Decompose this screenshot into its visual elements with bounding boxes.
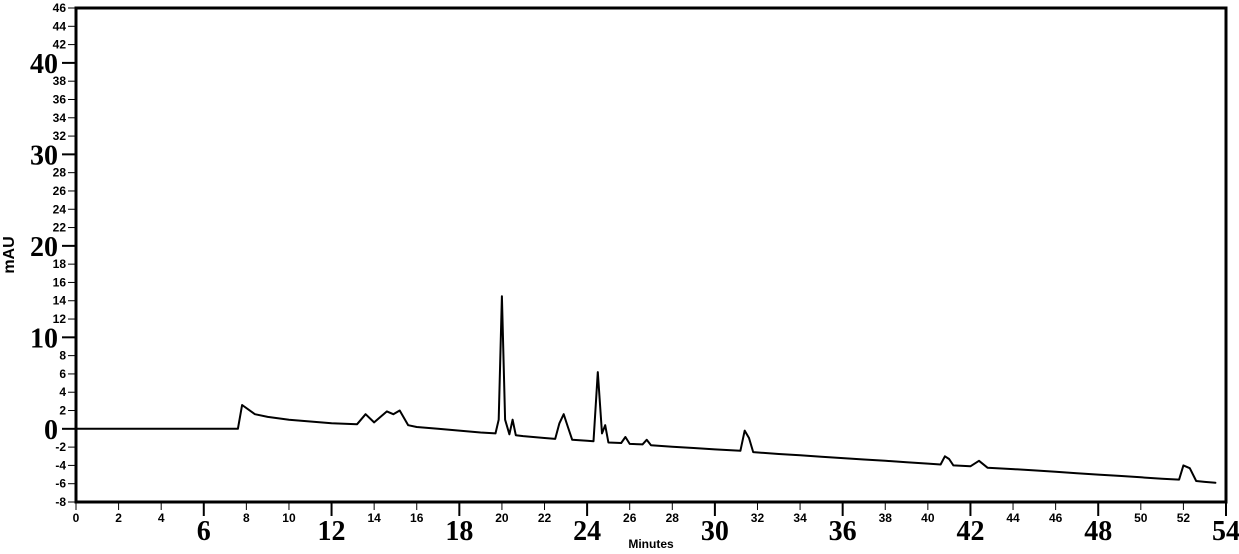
- y-tick-label-minor: 14: [53, 294, 67, 308]
- x-tick-label-major: 36: [829, 516, 857, 547]
- y-tick-label-minor: 44: [53, 19, 67, 33]
- y-tick-label-minor: 46: [53, 1, 67, 15]
- x-tick-label-minor: 4: [158, 511, 165, 525]
- x-tick-label-minor: 38: [879, 511, 893, 525]
- chromatogram-figure: { "chart": { "type": "line", "background…: [0, 0, 1239, 554]
- x-tick-label-minor: 44: [1006, 511, 1020, 525]
- x-tick-label-major: 42: [956, 516, 984, 547]
- x-tick-label-minor: 40: [921, 511, 935, 525]
- x-tick-label-major: 18: [445, 516, 473, 547]
- y-tick-label-minor: 24: [53, 202, 67, 216]
- x-tick-label-minor: 8: [243, 511, 250, 525]
- y-tick-label-minor: 36: [53, 92, 67, 106]
- x-tick-label-minor: 34: [793, 511, 807, 525]
- x-tick-label-minor: 46: [1049, 511, 1063, 525]
- x-tick-label-major: 54: [1212, 516, 1239, 547]
- x-axis-label: Minutes: [628, 537, 674, 551]
- chromatogram-svg: -8-6-4-224681214161822242628323436384244…: [0, 0, 1239, 554]
- x-tick-label-minor: 0: [73, 511, 80, 525]
- x-tick-label-major: 30: [701, 516, 729, 547]
- x-tick-label-major: 6: [197, 516, 211, 547]
- y-tick-label-major: 10: [30, 323, 58, 354]
- x-tick-label-minor: 20: [495, 511, 509, 525]
- plot-frame: [76, 8, 1226, 502]
- x-tick-label-minor: 16: [410, 511, 424, 525]
- y-tick-label-major: 0: [44, 415, 58, 446]
- y-tick-label-minor: 2: [59, 404, 66, 418]
- x-tick-label-major: 12: [318, 516, 346, 547]
- x-tick-label-minor: 50: [1134, 511, 1148, 525]
- y-tick-label-minor: 6: [59, 367, 66, 381]
- x-tick-label-minor: 22: [538, 511, 552, 525]
- y-tick-label-minor: 34: [53, 111, 67, 125]
- x-tick-label-minor: 32: [751, 511, 765, 525]
- x-tick-label-minor: 28: [666, 511, 680, 525]
- y-tick-label-minor: 16: [53, 275, 67, 289]
- chromatogram-trace: [76, 296, 1215, 483]
- x-tick-label-minor: 26: [623, 511, 637, 525]
- x-tick-label-major: 48: [1084, 516, 1112, 547]
- x-tick-label-minor: 52: [1177, 511, 1191, 525]
- x-tick-label-minor: 10: [282, 511, 296, 525]
- y-tick-label-minor: -8: [55, 495, 66, 509]
- x-tick-label-major: 24: [573, 516, 601, 547]
- y-tick-label-minor: -4: [55, 458, 66, 472]
- x-tick-label-minor: 14: [367, 511, 381, 525]
- y-tick-label-minor: 26: [53, 184, 67, 198]
- y-tick-label-minor: 8: [59, 349, 66, 363]
- y-tick-label-major: 20: [30, 232, 58, 263]
- y-tick-label-major: 40: [30, 49, 58, 80]
- y-tick-label-minor: 4: [59, 385, 66, 399]
- y-tick-label-major: 30: [30, 140, 58, 171]
- y-axis-label: mAU: [1, 236, 18, 273]
- x-tick-label-minor: 2: [115, 511, 122, 525]
- y-tick-label-minor: -6: [55, 477, 66, 491]
